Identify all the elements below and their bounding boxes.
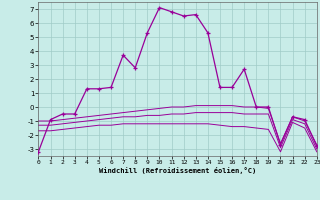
X-axis label: Windchill (Refroidissement éolien,°C): Windchill (Refroidissement éolien,°C) bbox=[99, 167, 256, 174]
